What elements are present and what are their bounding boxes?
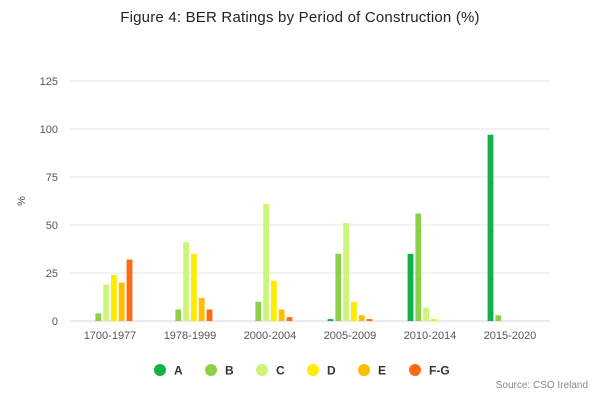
bar-c: [263, 203, 269, 321]
bar-f-g: [286, 317, 293, 321]
y-tick-label: 50: [46, 220, 58, 232]
bar-d: [111, 274, 117, 321]
bar-e: [118, 282, 125, 321]
bar-d: [431, 319, 437, 321]
bar-e: [198, 297, 205, 321]
bar-c: [423, 307, 429, 321]
bar-e: [358, 315, 365, 321]
y-tick-label: 25: [46, 268, 58, 280]
legend-marker: [256, 364, 268, 376]
bar-a: [407, 253, 414, 321]
bar-c: [343, 223, 349, 321]
legend-label: A: [174, 364, 183, 378]
bar-b: [95, 313, 102, 321]
legend-marker: [409, 364, 421, 376]
bar-e: [278, 309, 285, 321]
legend-label: F-G: [429, 364, 450, 378]
bar-b: [255, 301, 262, 321]
legend-marker: [358, 364, 370, 376]
x-tick-label: 2000-2004: [244, 330, 297, 342]
bar-f-g: [206, 309, 213, 321]
legend-label: C: [276, 364, 285, 378]
legend-label: D: [327, 364, 336, 378]
y-tick-label: 125: [40, 76, 58, 88]
bar-d: [191, 253, 197, 321]
y-tick-label: 0: [52, 316, 58, 328]
bar-a: [327, 319, 334, 321]
bar-d: [351, 301, 357, 321]
x-tick-label: 1700-1977: [84, 330, 137, 342]
legend-marker: [205, 364, 217, 376]
legend-label: B: [225, 364, 234, 378]
bar-d: [271, 280, 277, 321]
y-tick-label: 100: [40, 124, 58, 136]
x-tick-label: 2005-2009: [324, 330, 377, 342]
bar-c: [103, 284, 109, 321]
x-tick-label: 2015-2020: [484, 330, 537, 342]
bar-f-g: [366, 319, 373, 321]
x-tick-label: 2010-2014: [404, 330, 457, 342]
legend-marker: [307, 364, 319, 376]
y-tick-label: 75: [46, 172, 58, 184]
x-tick-label: 1978-1999: [164, 330, 217, 342]
bar-b: [335, 253, 342, 321]
bar-c: [183, 242, 189, 321]
bar-b: [175, 309, 182, 321]
bar-f-g: [126, 259, 133, 321]
y-axis-label: %: [16, 196, 28, 206]
bar-a: [487, 134, 494, 321]
bar-b: [495, 315, 502, 321]
legend-label: E: [378, 364, 386, 378]
source-note: Source: CSO Ireland: [495, 380, 588, 391]
legend-marker: [154, 364, 166, 376]
bar-b: [415, 213, 422, 321]
chart-title: Figure 4: BER Ratings by Period of Const…: [120, 9, 480, 26]
